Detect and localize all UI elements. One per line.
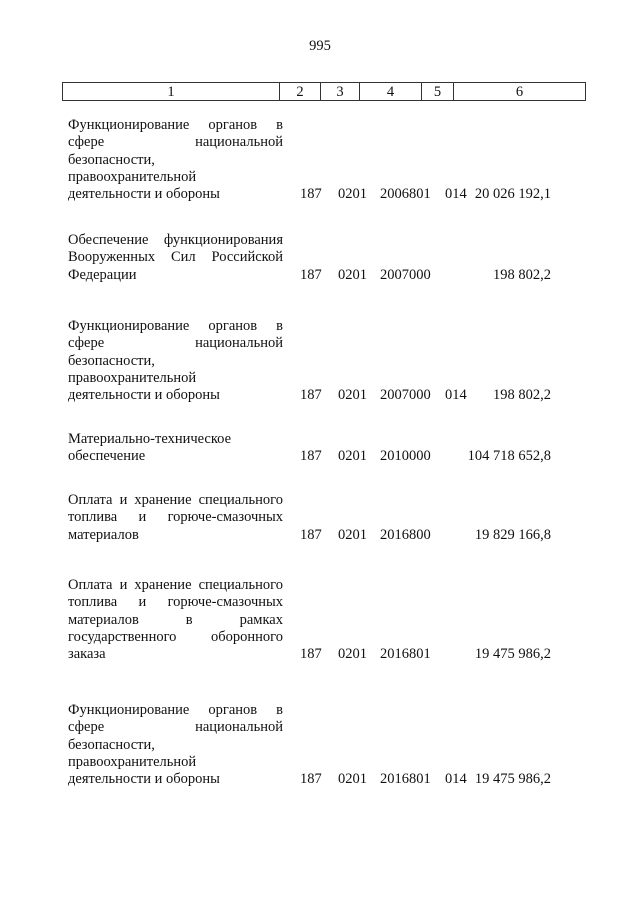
description-line: Оплата и хранение специального <box>68 577 283 593</box>
cell-c4: 2016801 <box>380 771 431 788</box>
table-header: 1 2 3 4 5 6 <box>62 82 586 101</box>
cell-c6: 19 475 986,2 <box>474 771 551 788</box>
description-line: правоохранительной <box>68 168 197 185</box>
cell-c2: 187 <box>300 387 322 404</box>
header-col-3: 3 <box>321 83 360 100</box>
row-description: Оплата и хранение специального топлива и … <box>68 577 283 663</box>
description-line: деятельности и обороны <box>68 771 220 788</box>
cell-c2: 187 <box>300 526 322 543</box>
table-row: Обеспечение функционирования Вооруженных … <box>0 232 640 284</box>
description-line: обеспечение <box>68 448 146 465</box>
header-col-1: 1 <box>63 83 280 100</box>
row-description: Функционирование органов в сфере национал… <box>68 702 283 788</box>
table-row: Функционирование органов в сфере национал… <box>0 117 640 204</box>
description-line: Вооруженных Сил Российской <box>68 249 283 266</box>
header-col-4: 4 <box>360 83 422 100</box>
cell-c6: 19 475 986,2 <box>474 646 551 663</box>
cell-c6: 19 829 166,8 <box>474 526 551 543</box>
cell-c6: 198 802,2 <box>493 387 551 404</box>
description-line: материалов <box>68 526 139 543</box>
cell-c6: 198 802,2 <box>493 266 551 283</box>
cell-c3: 0201 <box>338 266 367 283</box>
description-line: топлива и горюче-смазочных <box>68 594 283 611</box>
row-description: Оплата и хранение специального топлива и … <box>68 492 283 544</box>
description-line: сфере национальной <box>68 719 283 736</box>
header-col-2: 2 <box>280 83 321 100</box>
page-number: 995 <box>309 38 331 54</box>
table-row: Материально-техническое обеспечение 187 020… <box>0 431 640 466</box>
cell-c2: 187 <box>300 266 322 283</box>
cell-c3: 0201 <box>338 526 367 543</box>
cell-c5: 014 <box>445 387 467 404</box>
cell-c4: 2006801 <box>380 186 431 203</box>
cell-c2: 187 <box>300 771 322 788</box>
cell-c5: 014 <box>445 186 467 203</box>
description-line: Федерации <box>68 266 137 283</box>
table-row: Оплата и хранение специального топлива и … <box>0 492 640 544</box>
cell-c3: 0201 <box>338 186 367 203</box>
description-line: Функционирование органов в <box>68 702 283 718</box>
description-line: Материально-техническое <box>68 431 232 447</box>
description-line: Функционирование органов в <box>68 117 283 133</box>
cell-c2: 187 <box>300 646 322 663</box>
row-description: Функционирование органов в сфере национал… <box>68 117 283 203</box>
cell-c5: 014 <box>445 771 467 788</box>
description-line: безопасности, <box>68 151 155 168</box>
cell-c3: 0201 <box>338 771 367 788</box>
row-description: Материально-техническое обеспечение <box>68 431 283 466</box>
description-line: заказа <box>68 646 106 663</box>
description-line: деятельности и обороны <box>68 387 220 404</box>
table-row: Функционирование органов в сфере национал… <box>0 318 640 405</box>
header-col-5: 5 <box>422 83 454 100</box>
row-description: Функционирование органов в сфере национал… <box>68 318 283 404</box>
cell-c4: 2007000 <box>380 387 431 404</box>
description-line: топлива и горюче-смазочных <box>68 509 283 526</box>
table-row: Оплата и хранение специального топлива и … <box>0 577 640 664</box>
cell-c3: 0201 <box>338 448 367 465</box>
description-line: сфере национальной <box>68 335 283 352</box>
cell-c3: 0201 <box>338 646 367 663</box>
description-line: Оплата и хранение специального <box>68 492 283 508</box>
description-line: сфере национальной <box>68 134 283 151</box>
table-row: Функционирование органов в сфере национал… <box>0 702 640 789</box>
description-line: материалов в рамках <box>68 611 283 628</box>
description-line: безопасности, <box>68 736 155 753</box>
description-line: правоохранительной <box>68 369 197 386</box>
cell-c4: 2010000 <box>380 448 431 465</box>
cell-c6: 104 718 652,8 <box>467 448 551 465</box>
cell-c3: 0201 <box>338 387 367 404</box>
cell-c4: 2016800 <box>380 526 431 543</box>
description-line: безопасности, <box>68 352 155 369</box>
cell-c2: 187 <box>300 186 322 203</box>
cell-c4: 2007000 <box>380 266 431 283</box>
cell-c2: 187 <box>300 448 322 465</box>
description-line: государственного оборонного <box>68 628 283 645</box>
cell-c4: 2016801 <box>380 646 431 663</box>
description-line: правоохранительной <box>68 753 197 770</box>
row-description: Обеспечение функционирования Вооруженных … <box>68 232 283 284</box>
header-col-6: 6 <box>515 84 524 100</box>
cell-c6: 20 026 192,1 <box>474 186 551 203</box>
description-line: Функционирование органов в <box>68 318 283 334</box>
description-line: Обеспечение функционирования <box>68 232 283 248</box>
description-line: деятельности и обороны <box>68 186 220 203</box>
